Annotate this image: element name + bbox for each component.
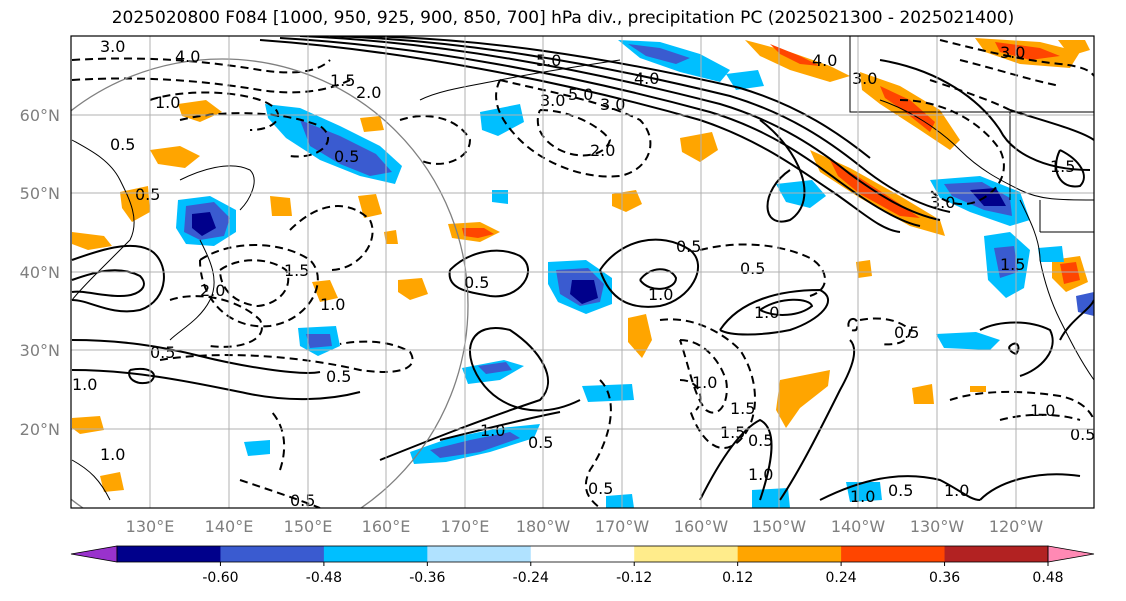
colorbar-tick-label: -0.36: [409, 570, 445, 586]
contour-label: 0.5: [748, 431, 773, 450]
colorbar-swatch: [634, 546, 739, 562]
contour-label: 0.5: [464, 273, 489, 292]
colorbar-swatch: [427, 546, 532, 562]
contour-label: 1.0: [944, 481, 969, 500]
contour-label: 0.5: [290, 491, 315, 510]
contour-label: 3.0: [852, 69, 877, 88]
lat-label-60n: 60°N: [20, 106, 60, 125]
contour-label: 3.0: [100, 37, 125, 56]
contour-label: 1.0: [648, 285, 673, 304]
contour-label: 0.5: [326, 367, 351, 386]
lon-label: 130°W: [910, 517, 965, 536]
contour-label: 1.5: [330, 71, 355, 90]
colorbar-frame: [116, 545, 1049, 563]
contour-label: 1.5: [284, 261, 309, 280]
contour-label: 2.0: [356, 83, 381, 102]
lon-label: 130°E: [126, 517, 175, 536]
lon-label: 180°W: [516, 517, 571, 536]
colorbar-swatch: [117, 546, 221, 562]
contour-labels: 3.0 4.0 1.5 2.0 1.0 0.5 5.0 4.0 3.0 5.0 …: [72, 37, 1095, 510]
contour-label: 4.0: [812, 51, 837, 70]
contour-label: 5.0: [536, 51, 561, 70]
colorbar-tick-label: 0.12: [722, 570, 753, 586]
colorbar-extension-low: [70, 545, 118, 563]
lon-label: 170°W: [595, 517, 650, 536]
contour-label: 2.0: [200, 281, 225, 300]
colorbar-extension-high: [1047, 545, 1095, 563]
contour-label: 3.0: [1000, 43, 1025, 62]
contour-label: 3.0: [930, 193, 955, 212]
lat-label-30n: 30°N: [20, 341, 60, 360]
contour-label: 1.0: [692, 373, 717, 392]
colorbar-swatch: [530, 546, 635, 562]
contour-label: 1.0: [850, 487, 875, 506]
convergence-contours: [71, 39, 1094, 508]
contour-label: 0.5: [150, 343, 175, 362]
colorbar-swatch: [841, 546, 946, 562]
coastlines: [71, 36, 1094, 501]
colorbar-swatch: [323, 546, 428, 562]
lon-label: 140°W: [831, 517, 886, 536]
contour-label: 1.5: [1000, 255, 1025, 274]
contour-label: 2.0: [590, 141, 615, 160]
contour-label: 1.5: [720, 423, 745, 442]
contour-label: 1.0: [100, 445, 125, 464]
contour-label: 0.5: [135, 185, 160, 204]
contour-label: 1.0: [1030, 401, 1055, 420]
lat-label-50n: 50°N: [20, 184, 60, 203]
gridlines: [71, 36, 1094, 508]
colorbar-tick-label: -0.48: [306, 570, 342, 586]
contour-label: 1.0: [320, 295, 345, 314]
map-frame: [70, 35, 1095, 509]
contour-label: 1.0: [754, 303, 779, 322]
colorbar-swatch: [220, 546, 325, 562]
colorbar-tick-label: 0.48: [1032, 570, 1063, 586]
lat-label-20n: 20°N: [20, 420, 60, 439]
precipitation-shading: [72, 38, 1094, 508]
colorbar: -0.60 -0.48 -0.36 -0.24 -0.12 0.12 0.24 0.36 0.4…: [70, 545, 1095, 586]
contour-label: 4.0: [634, 69, 659, 88]
contour-label: 0.5: [1070, 425, 1095, 444]
lon-label: 140°E: [205, 517, 254, 536]
contour-label: 0.5: [588, 479, 613, 498]
lon-label: 160°E: [362, 517, 411, 536]
contour-label: 0.5: [334, 147, 359, 166]
map-title: 2025020800 F084 [1000, 950, 925, 900, 85…: [111, 8, 1015, 28]
colorbar-tick-label: 0.36: [929, 570, 960, 586]
lon-label: 120°W: [989, 517, 1044, 536]
range-circle: [71, 58, 469, 508]
contour-label: 0.5: [740, 259, 765, 278]
lon-label: 150°E: [284, 517, 333, 536]
lon-label: 160°W: [674, 517, 729, 536]
colorbar-tick-label: -0.24: [513, 570, 549, 586]
contour-label: 4.0: [175, 47, 200, 66]
colorbar-tick-label: -0.12: [616, 570, 652, 586]
lon-label: 150°W: [752, 517, 807, 536]
contour-label: 5.0: [568, 85, 593, 104]
longitude-labels: 130°E 140°E 150°E 160°E 170°E 180°W 170°…: [126, 517, 1044, 536]
contour-label: 0.5: [676, 237, 701, 256]
lat-label-40n: 40°N: [20, 263, 60, 282]
contour-label: 0.5: [888, 481, 913, 500]
contour-label: 3.0: [600, 95, 625, 114]
contour-label: 1.5: [1050, 157, 1075, 176]
contour-label: 1.0: [72, 375, 97, 394]
colorbar-tick-label: 0.24: [826, 570, 857, 586]
contour-label: 0.5: [894, 323, 919, 342]
contour-label: 1.0: [480, 421, 505, 440]
contour-label: 1.0: [748, 465, 773, 484]
contour-label: 0.5: [528, 433, 553, 452]
colorbar-swatch: [737, 546, 842, 562]
contour-label: 1.0: [155, 93, 180, 112]
contour-label: 3.0: [540, 91, 565, 110]
latitude-labels: 60°N 50°N 40°N 30°N 20°N: [20, 106, 60, 439]
colorbar-tick-label: -0.60: [202, 570, 238, 586]
contour-label: 1.5: [730, 399, 755, 418]
lon-label: 170°E: [441, 517, 490, 536]
contour-label: 0.5: [110, 135, 135, 154]
colorbar-swatch: [944, 546, 1049, 562]
